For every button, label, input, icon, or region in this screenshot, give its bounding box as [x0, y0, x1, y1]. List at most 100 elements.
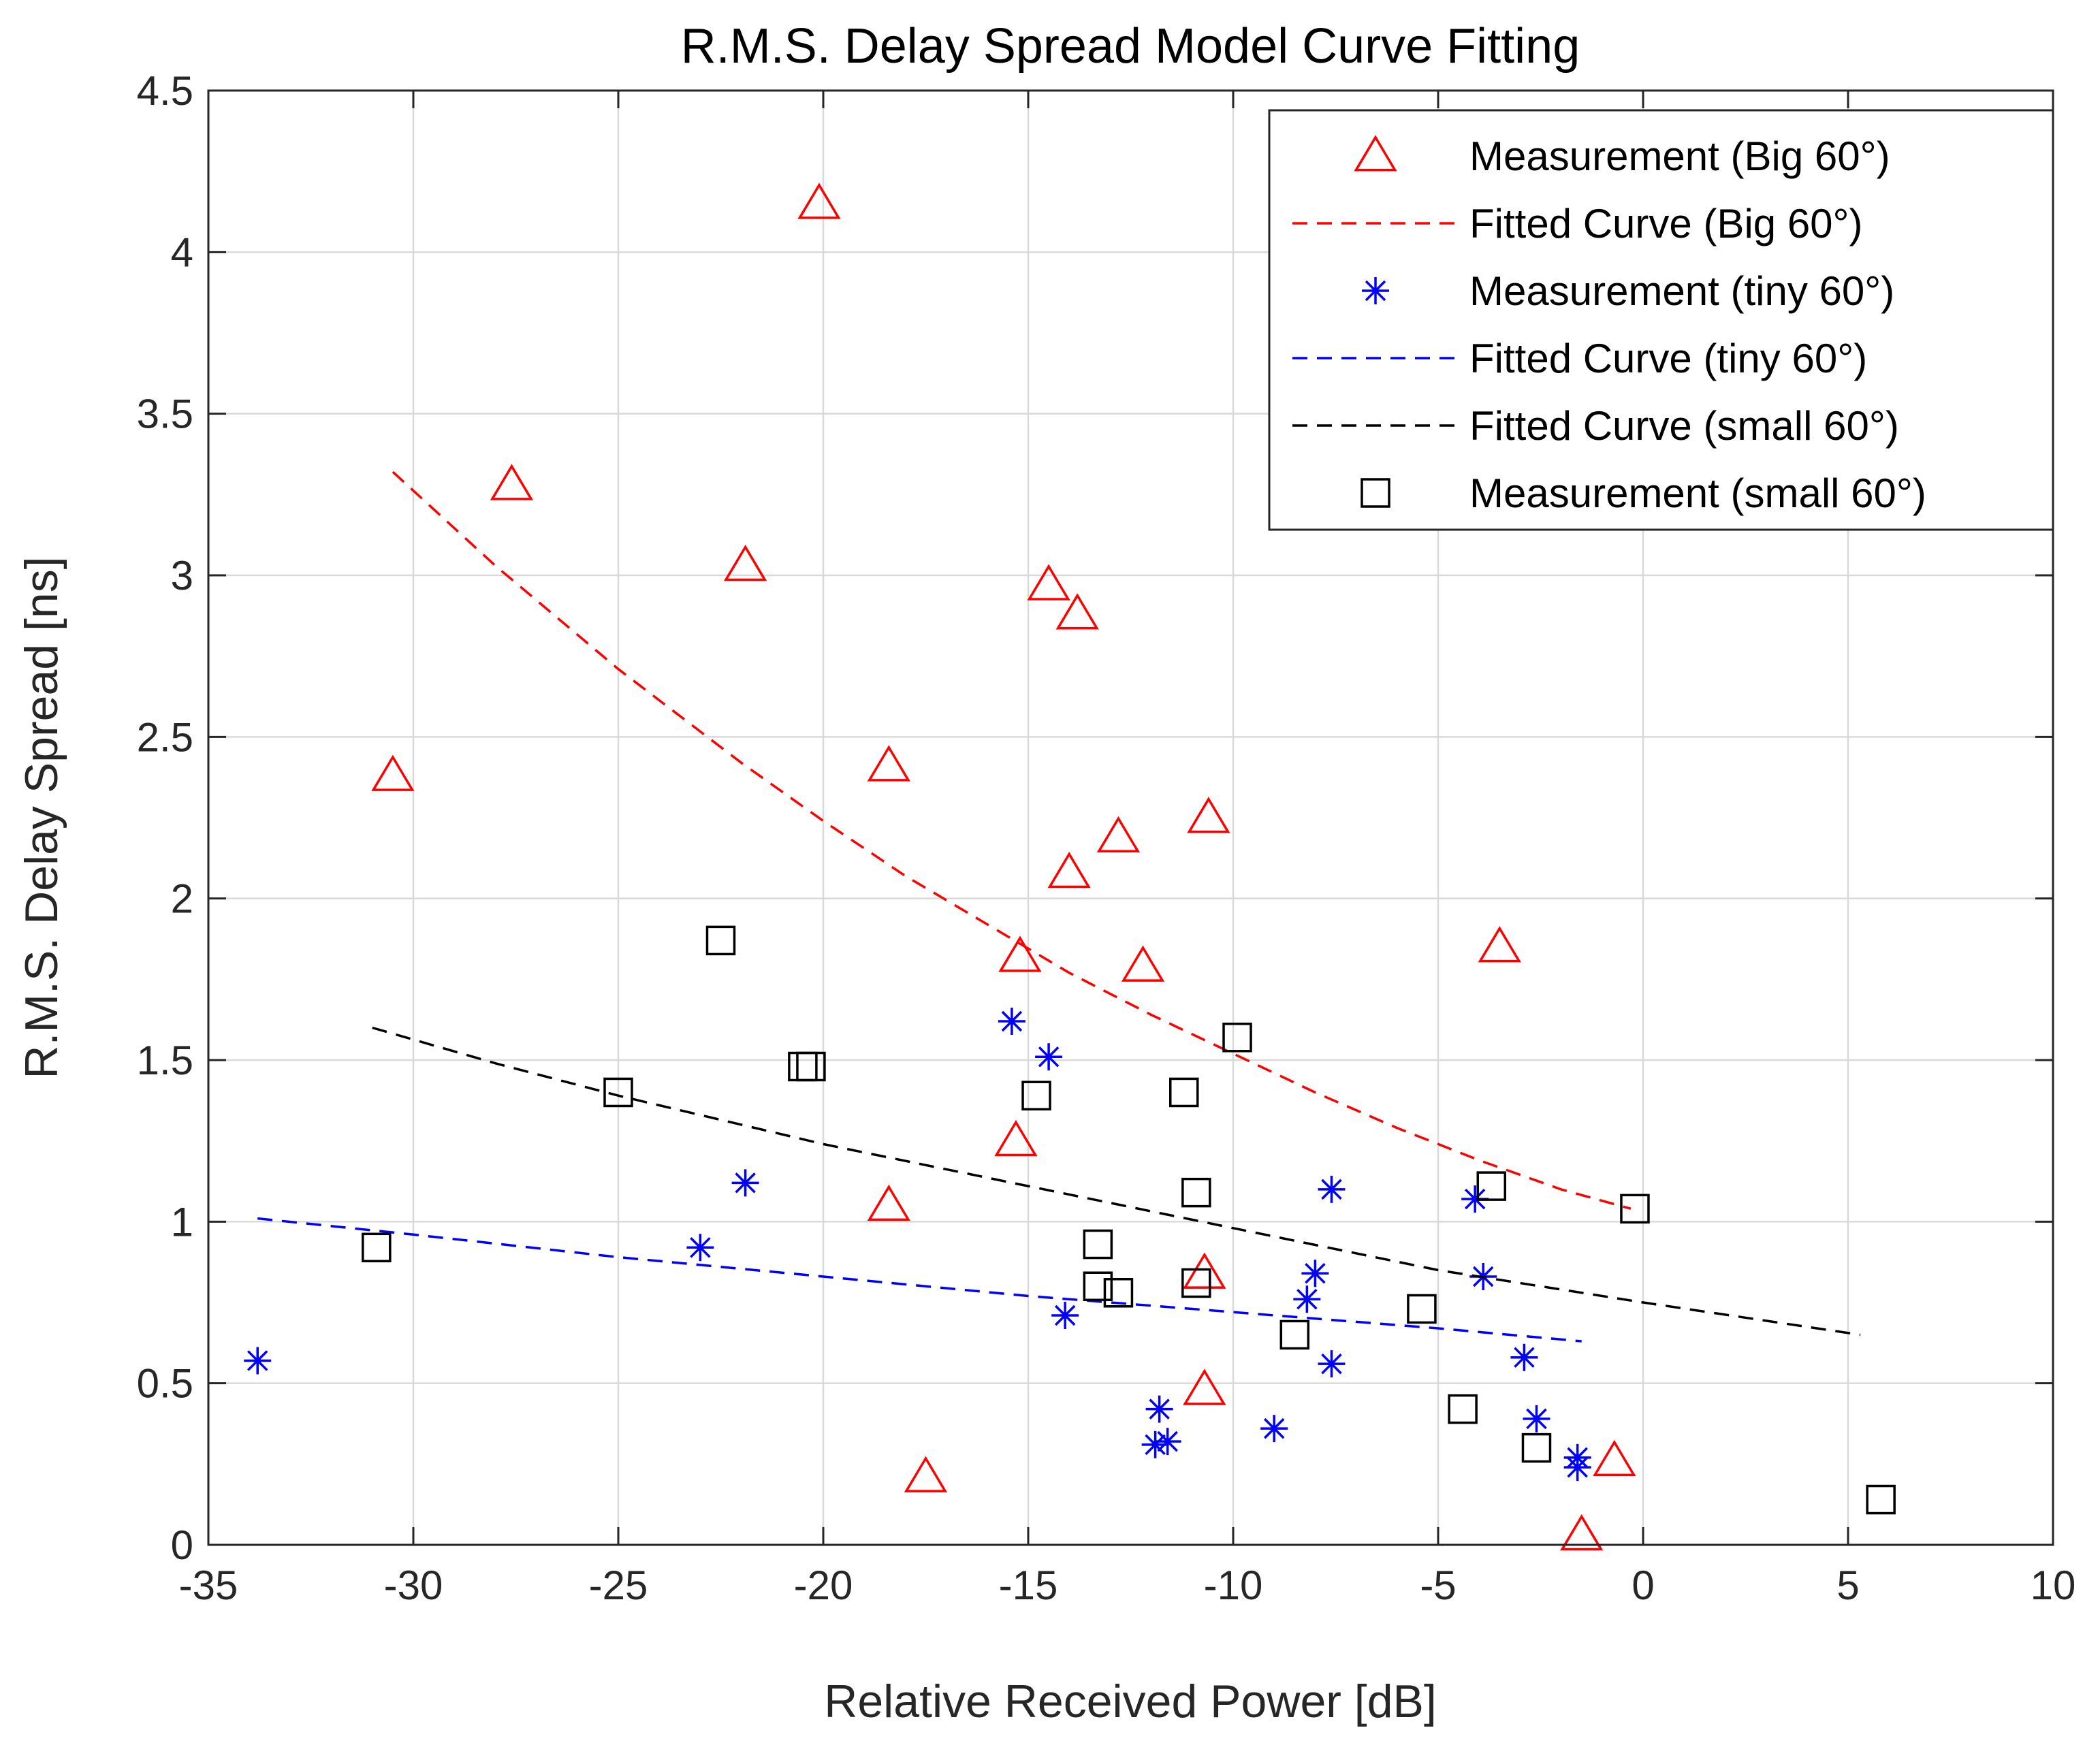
legend-label: Fitted Curve (small 60°) — [1469, 403, 1899, 449]
triangle-data-point — [1027, 564, 1070, 601]
square-data-point — [1181, 1268, 1211, 1298]
x-tick-label: -30 — [384, 1563, 443, 1608]
asterisk-data-point — [686, 1234, 714, 1262]
square-data-point — [1279, 1319, 1310, 1350]
square-data-point — [1169, 1077, 1199, 1108]
legend-label: Fitted Curve (Big 60°) — [1469, 201, 1863, 246]
x-tick-label: 0 — [1632, 1563, 1654, 1608]
square-data-point — [1866, 1484, 1896, 1515]
asterisk-data-point — [1318, 1175, 1346, 1203]
legend-asterisk-marker — [1362, 277, 1389, 304]
triangle-data-point — [998, 935, 1042, 972]
legend-label: Measurement (Big 60°) — [1469, 133, 1890, 179]
square-data-point — [1407, 1294, 1437, 1324]
triangle-data-point — [1560, 1514, 1604, 1551]
square-data-point — [1222, 1023, 1252, 1053]
square-data-point — [603, 1077, 633, 1108]
square-data-point — [705, 925, 736, 956]
asterisk-data-point — [1318, 1350, 1346, 1378]
x-axis-title: Relative Received Power [dB] — [824, 1676, 1437, 1727]
y-tick-label: 3 — [171, 553, 193, 598]
square-data-point — [1103, 1278, 1134, 1308]
x-tick-label: 5 — [1836, 1563, 1859, 1608]
square-data-point — [1620, 1194, 1650, 1224]
chart-title: R.M.S. Delay Spread Model Curve Fitting — [681, 19, 1580, 74]
y-tick-label: 1 — [171, 1199, 193, 1245]
asterisk-data-point — [998, 1008, 1025, 1036]
series-5-group — [362, 925, 1896, 1515]
series-1-group — [392, 470, 1632, 1210]
y-axis-title: R.M.S. Delay Spread [ns] — [16, 556, 67, 1078]
x-tick-label: 10 — [2031, 1563, 2076, 1608]
x-tick-label: -5 — [1420, 1563, 1456, 1608]
y-tick-label: 2 — [171, 876, 193, 922]
triangle-data-point — [1593, 1439, 1636, 1477]
square-data-point — [1476, 1171, 1507, 1201]
triangle-data-point — [904, 1456, 948, 1492]
triangle-data-point — [867, 1184, 910, 1221]
y-tick-label: 4 — [171, 229, 193, 275]
triangle-data-point — [1183, 1252, 1226, 1289]
square-data-point — [1181, 1177, 1211, 1208]
square-data-point — [1083, 1229, 1113, 1260]
triangle-data-point — [867, 745, 910, 782]
square-data-point — [1448, 1394, 1478, 1424]
triangle-data-point — [1055, 593, 1099, 630]
triangle-data-point — [1187, 797, 1230, 833]
series-2-group — [244, 1008, 1591, 1482]
asterisk-data-point — [1051, 1301, 1079, 1329]
x-tick-label: -35 — [179, 1563, 238, 1608]
triangle-data-point — [723, 545, 767, 581]
y-tick-label: 2.5 — [137, 714, 193, 760]
legend-label: Measurement (tiny 60°) — [1469, 268, 1894, 314]
fitted-curve-line — [372, 1026, 1861, 1336]
asterisk-data-point — [1154, 1428, 1181, 1456]
triangle-data-point — [1121, 945, 1165, 982]
asterisk-data-point — [1141, 1430, 1169, 1458]
legend: Measurement (Big 60°) Fitted Curve (Big 6… — [1268, 109, 2054, 531]
asterisk-data-point — [1145, 1395, 1173, 1423]
data-series — [244, 182, 1896, 1551]
asterisk-data-point — [1035, 1043, 1063, 1071]
asterisk-data-point — [244, 1347, 272, 1375]
y-tick-label: 1.5 — [137, 1038, 193, 1083]
triangle-data-point — [797, 182, 841, 219]
asterisk-data-point — [1523, 1405, 1550, 1432]
x-tick-label: -15 — [999, 1563, 1058, 1608]
legend-box — [1268, 109, 2054, 531]
legend-triangle-marker — [1354, 135, 1397, 172]
series-3-group — [257, 1217, 1582, 1343]
square-data-point — [1521, 1432, 1552, 1463]
asterisk-data-point — [1563, 1454, 1591, 1482]
square-data-point — [1021, 1080, 1051, 1110]
x-tick-label: -20 — [794, 1563, 853, 1608]
triangle-data-point — [1478, 926, 1521, 963]
square-data-point — [362, 1232, 392, 1263]
triangle-data-point — [371, 754, 415, 791]
legend-label: Measurement (small 60°) — [1469, 470, 1926, 516]
triangle-data-point — [1096, 816, 1141, 853]
series-4-group — [372, 1026, 1861, 1336]
asterisk-data-point — [1260, 1415, 1288, 1443]
x-tick-label: -25 — [589, 1563, 648, 1608]
triangle-data-point — [994, 1119, 1038, 1157]
square-data-point — [796, 1051, 826, 1082]
triangle-data-point — [490, 464, 534, 500]
triangle-data-point — [1047, 851, 1091, 888]
y-tick-label: 0.5 — [137, 1361, 193, 1407]
square-data-point — [1083, 1271, 1113, 1302]
legend-square-marker — [1361, 478, 1390, 508]
asterisk-data-point — [731, 1169, 759, 1197]
fitted-curve-line — [392, 470, 1632, 1210]
x-tick-label: -10 — [1204, 1563, 1263, 1608]
plot-frame — [207, 89, 2054, 1546]
axis-ticks: -35 -30 -25 -20 -15 -10 -5 0 5 10 0 0.5 1 1.5 2 2.5 3 3.5… — [137, 68, 2076, 1608]
y-tick-label: 0 — [171, 1522, 193, 1568]
series-0-group — [371, 182, 1636, 1551]
y-tick-label: 3.5 — [137, 391, 193, 437]
fitted-curve-line — [257, 1217, 1582, 1343]
y-tick-label: 4.5 — [137, 68, 193, 114]
legend-label: Fitted Curve (tiny 60°) — [1469, 336, 1867, 381]
